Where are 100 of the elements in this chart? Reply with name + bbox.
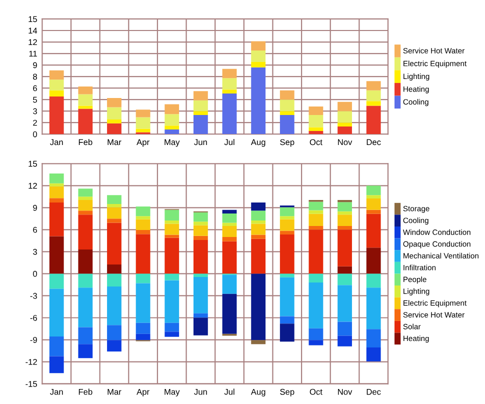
- bar: [193, 225, 208, 236]
- x-tick-label: Nov: [338, 388, 352, 395]
- bar: [136, 234, 150, 274]
- x-tick-label: Jan: [50, 139, 63, 146]
- bar: [366, 288, 381, 330]
- bar: [251, 224, 266, 235]
- bar: [251, 220, 266, 224]
- y-tick-label: 2: [33, 120, 37, 126]
- bar: [193, 114, 208, 134]
- bar: [193, 236, 208, 240]
- y-tick-label: -9: [30, 336, 37, 343]
- bar: [280, 114, 294, 134]
- bar: [338, 214, 352, 226]
- bar: [78, 327, 93, 344]
- bar: [107, 218, 122, 223]
- bar: [78, 108, 93, 134]
- bar: [338, 102, 352, 112]
- bar: [193, 274, 208, 278]
- bar: [366, 248, 381, 274]
- bar: [222, 274, 237, 294]
- bar: [49, 96, 64, 134]
- bar: [136, 206, 150, 216]
- bar: [49, 183, 64, 186]
- y-tick-label: 15: [28, 16, 37, 22]
- y-tick-label: 8: [33, 74, 37, 80]
- bar: [308, 210, 324, 214]
- bar: [338, 226, 352, 230]
- bar: [308, 230, 324, 274]
- bar: [107, 107, 122, 120]
- bar: [308, 106, 324, 115]
- bar: [49, 356, 64, 374]
- bar: [164, 104, 180, 114]
- x-tick-label: Sep: [280, 139, 294, 147]
- bar: [251, 41, 266, 50]
- bar: [280, 277, 294, 316]
- bar: [107, 325, 122, 340]
- bar: [222, 226, 237, 238]
- bar: [78, 344, 93, 358]
- bar: [366, 329, 381, 348]
- bar: [308, 131, 324, 134]
- y-tick-label: 6: [33, 226, 37, 233]
- y-tick-label: 14: [28, 28, 38, 34]
- x-tick-label: Dec: [366, 139, 381, 146]
- bar: [280, 230, 294, 234]
- x-tick-label: Jul: [224, 388, 234, 395]
- y-tick-label: 9: [33, 62, 37, 68]
- bar: [78, 200, 93, 211]
- bar: [49, 174, 64, 184]
- y-tick-label: -6: [30, 314, 37, 321]
- bar: [251, 210, 266, 220]
- x-tick-label: Oct: [310, 388, 322, 395]
- x-tick-label: Jun: [194, 388, 207, 395]
- bar: [251, 340, 266, 344]
- bar: [251, 274, 266, 340]
- bar: [338, 322, 352, 336]
- bar: [280, 316, 294, 324]
- bar: [107, 204, 122, 208]
- bar: [78, 249, 93, 274]
- bar: [251, 67, 266, 134]
- bar: [136, 216, 150, 220]
- bar: [366, 90, 381, 102]
- bar: [136, 322, 150, 334]
- bar: [49, 80, 64, 90]
- bar: [280, 234, 294, 274]
- bar: [338, 230, 352, 266]
- bar: [164, 220, 180, 224]
- bar: [78, 196, 93, 200]
- x-tick-label: Jun: [194, 139, 207, 146]
- bar: [107, 274, 122, 287]
- y-tick-label: 9: [33, 204, 37, 211]
- bar: [222, 68, 237, 78]
- bar: [338, 202, 352, 212]
- bar: [164, 130, 180, 134]
- bar: [107, 222, 122, 265]
- bar: [222, 237, 237, 242]
- bar: [338, 336, 352, 346]
- bar: [338, 274, 352, 286]
- bar: [366, 210, 381, 214]
- bar: [222, 210, 237, 214]
- y-tick-label: 12: [28, 182, 37, 189]
- bar: [49, 202, 64, 236]
- x-tick-label: Apr: [136, 139, 150, 147]
- x-tick-label: Sep: [280, 388, 294, 396]
- bar: [78, 214, 93, 250]
- bar: [366, 274, 381, 288]
- x-tick-label: Aug: [250, 388, 266, 396]
- bar: [338, 285, 352, 322]
- bar: [280, 207, 294, 216]
- bar: [49, 274, 64, 289]
- bar: [308, 114, 324, 128]
- bar: [366, 198, 381, 210]
- bar: [136, 230, 150, 234]
- bar: [251, 62, 266, 68]
- bar: [280, 324, 294, 342]
- bar: [222, 214, 237, 223]
- bar: [222, 294, 237, 334]
- bar: [308, 214, 324, 226]
- bar: [49, 336, 64, 356]
- bar: [136, 274, 150, 284]
- y-tick-label: 0: [33, 131, 38, 138]
